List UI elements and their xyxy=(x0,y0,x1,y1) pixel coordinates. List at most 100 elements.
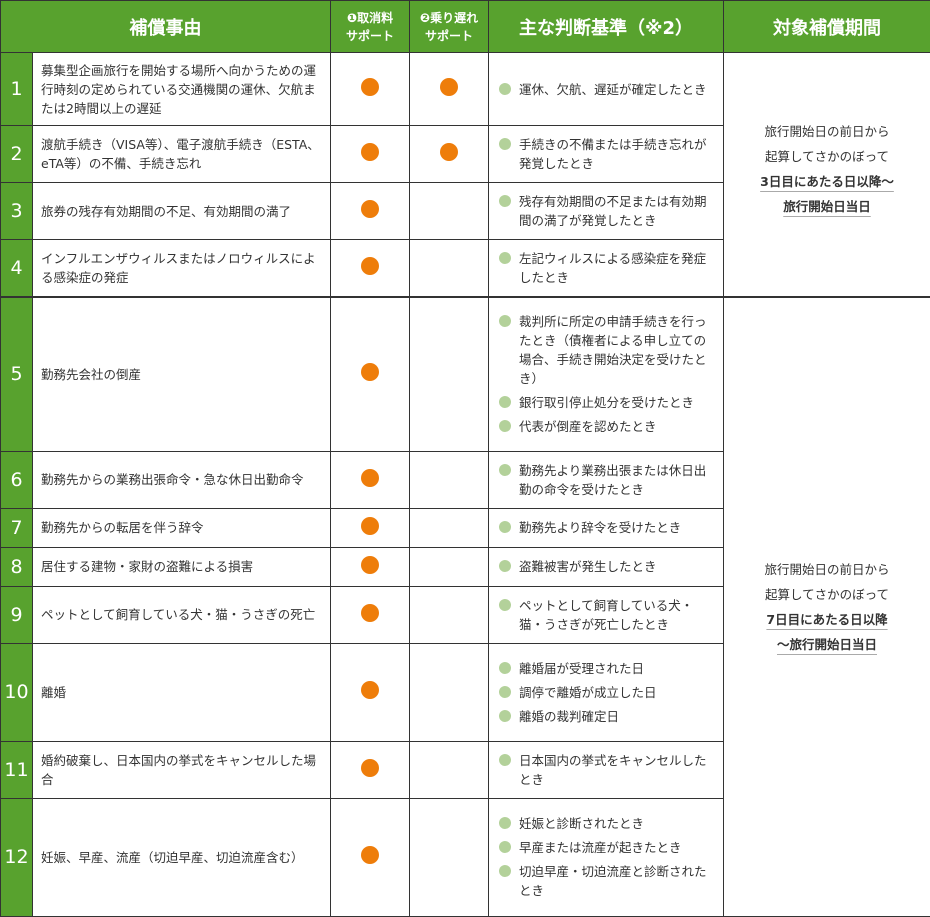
criteria-item: 運休、欠航、遅延が確定したとき xyxy=(499,80,717,99)
missed-support-cell xyxy=(410,53,489,126)
missed-support-cell xyxy=(410,547,489,586)
criteria-text: 調停で離婚が成立した日 xyxy=(519,683,657,702)
bullet-icon xyxy=(499,560,511,572)
bullet-icon xyxy=(499,315,511,327)
bullet-icon xyxy=(499,599,511,611)
row-number: 8 xyxy=(1,547,33,586)
missed-support-cell xyxy=(410,183,489,240)
table-row: 5 勤務先会社の倒産 裁判所に所定の申請手続きを行ったとき（債権者による申し立て… xyxy=(1,297,930,451)
criteria-text: 離婚の裁判確定日 xyxy=(519,707,619,726)
bullet-icon xyxy=(499,521,511,533)
reason-text: 勤務先会社の倒産 xyxy=(33,297,331,451)
missed-support-cell xyxy=(410,451,489,508)
criteria-item: 調停で離婚が成立した日 xyxy=(499,683,717,702)
criteria-item: 日本国内の挙式をキャンセルしたとき xyxy=(499,751,717,789)
reason-text: 離婚 xyxy=(33,643,331,741)
header-period: 対象補償期間 xyxy=(724,1,930,53)
row-number: 10 xyxy=(1,643,33,741)
cancel-support-cell xyxy=(331,547,410,586)
criteria-cell: 日本国内の挙式をキャンセルしたとき xyxy=(489,741,724,798)
criteria-text: 勤務先より業務出張または休日出勤の命令を受けたとき xyxy=(519,461,717,499)
period-text: 起算してさかのぼって xyxy=(724,144,930,169)
missed-support-cell xyxy=(410,741,489,798)
criteria-text: 盗難被害が発生したとき xyxy=(519,557,657,576)
missed-support-cell xyxy=(410,508,489,547)
reason-text: 婚約破棄し、日本国内の挙式をキャンセルした場合 xyxy=(33,741,331,798)
missed-support-cell xyxy=(410,798,489,916)
applicable-dot-icon xyxy=(361,257,379,275)
missed-support-cell xyxy=(410,643,489,741)
missed-support-cell xyxy=(410,297,489,451)
period-emphasis: 7日目にあたる日以降 xyxy=(766,612,887,627)
reason-text: 旅券の残存有効期間の不足、有効期間の満了 xyxy=(33,183,331,240)
cancel-support-cell xyxy=(331,53,410,126)
period-text: 旅行開始日の前日から xyxy=(724,557,930,582)
cancel-support-cell xyxy=(331,643,410,741)
criteria-cell: 勤務先より業務出張または休日出勤の命令を受けたとき xyxy=(489,451,724,508)
criteria-item: 盗難被害が発生したとき xyxy=(499,557,717,576)
criteria-text: ペットとして飼育している犬・猫・うさぎが死亡したとき xyxy=(519,596,717,634)
bullet-icon xyxy=(499,138,511,150)
bullet-icon xyxy=(499,662,511,674)
period-text: 起算してさかのぼって xyxy=(724,582,930,607)
reason-text: 居住する建物・家財の盗難による損害 xyxy=(33,547,331,586)
criteria-text: 早産または流産が起きたとき xyxy=(519,838,682,857)
header-reason: 補償事由 xyxy=(1,1,331,53)
criteria-item: 裁判所に所定の申請手続きを行ったとき（債権者による申し立ての場合、手続き開始決定… xyxy=(499,312,717,388)
criteria-text: 銀行取引停止処分を受けたとき xyxy=(519,393,694,412)
applicable-dot-icon xyxy=(361,78,379,96)
cancel-support-cell xyxy=(331,126,410,183)
row-number: 7 xyxy=(1,508,33,547)
applicable-dot-icon xyxy=(440,143,458,161)
row-number: 6 xyxy=(1,451,33,508)
row-number: 12 xyxy=(1,798,33,916)
header-row: 補償事由 ❶取消料サポート ❷乗り遅れサポート 主な判断基準（※2） 対象補償期… xyxy=(1,1,930,53)
header-missed-support: ❷乗り遅れサポート xyxy=(410,1,489,53)
criteria-item: 妊娠と診断されたとき xyxy=(499,814,717,833)
criteria-item: 離婚の裁判確定日 xyxy=(499,707,717,726)
criteria-text: 日本国内の挙式をキャンセルしたとき xyxy=(519,751,717,789)
bullet-icon xyxy=(499,865,511,877)
row-number: 4 xyxy=(1,240,33,298)
period-emphasis: 〜旅行開始日当日 xyxy=(777,637,877,652)
criteria-item: ペットとして飼育している犬・猫・うさぎが死亡したとき xyxy=(499,596,717,634)
criteria-item: 切迫早産・切迫流産と診断されたとき xyxy=(499,862,717,900)
reason-text: 募集型企画旅行を開始する場所へ向かうための運行時刻の定められている交通機関の運休… xyxy=(33,53,331,126)
criteria-item: 離婚届が受理された日 xyxy=(499,659,717,678)
criteria-text: 離婚届が受理された日 xyxy=(519,659,644,678)
criteria-item: 勤務先より業務出張または休日出勤の命令を受けたとき xyxy=(499,461,717,499)
criteria-cell: 盗難被害が発生したとき xyxy=(489,547,724,586)
bullet-icon xyxy=(499,841,511,853)
criteria-cell: 運休、欠航、遅延が確定したとき xyxy=(489,53,724,126)
cancel-support-cell xyxy=(331,586,410,643)
cancel-support-cell xyxy=(331,741,410,798)
header-criteria: 主な判断基準（※2） xyxy=(489,1,724,53)
reason-text: ペットとして飼育している犬・猫・うさぎの死亡 xyxy=(33,586,331,643)
period-cell: 旅行開始日の前日から 起算してさかのぼって 7日目にあたる日以降 〜旅行開始日当… xyxy=(724,297,930,916)
period-text: 旅行開始日の前日から xyxy=(724,119,930,144)
row-number: 3 xyxy=(1,183,33,240)
bullet-icon xyxy=(499,396,511,408)
criteria-text: 左記ウィルスによる感染症を発症したとき xyxy=(519,249,717,287)
applicable-dot-icon xyxy=(440,78,458,96)
criteria-text: 代表が倒産を認めたとき xyxy=(519,417,657,436)
row-number: 11 xyxy=(1,741,33,798)
criteria-cell: 妊娠と診断されたとき早産または流産が起きたとき切迫早産・切迫流産と診断されたとき xyxy=(489,798,724,916)
criteria-cell: 離婚届が受理された日調停で離婚が成立した日離婚の裁判確定日 xyxy=(489,643,724,741)
criteria-text: 切迫早産・切迫流産と診断されたとき xyxy=(519,862,717,900)
applicable-dot-icon xyxy=(361,759,379,777)
reason-text: インフルエンザウィルスまたはノロウィルスによる感染症の発症 xyxy=(33,240,331,298)
bullet-icon xyxy=(499,83,511,95)
criteria-item: 代表が倒産を認めたとき xyxy=(499,417,717,436)
bullet-icon xyxy=(499,464,511,476)
criteria-item: 早産または流産が起きたとき xyxy=(499,838,717,857)
criteria-item: 手続きの不備または手続き忘れが発覚したとき xyxy=(499,135,717,173)
applicable-dot-icon xyxy=(361,143,379,161)
reason-text: 渡航手続き（VISA等）、電子渡航手続き（ESTA、eTA等）の不備、手続き忘れ xyxy=(33,126,331,183)
applicable-dot-icon xyxy=(361,681,379,699)
cancel-support-cell xyxy=(331,297,410,451)
reason-text: 勤務先からの業務出張命令・急な休日出勤命令 xyxy=(33,451,331,508)
bullet-icon xyxy=(499,195,511,207)
reason-text: 妊娠、早産、流産（切迫早産、切迫流産含む） xyxy=(33,798,331,916)
